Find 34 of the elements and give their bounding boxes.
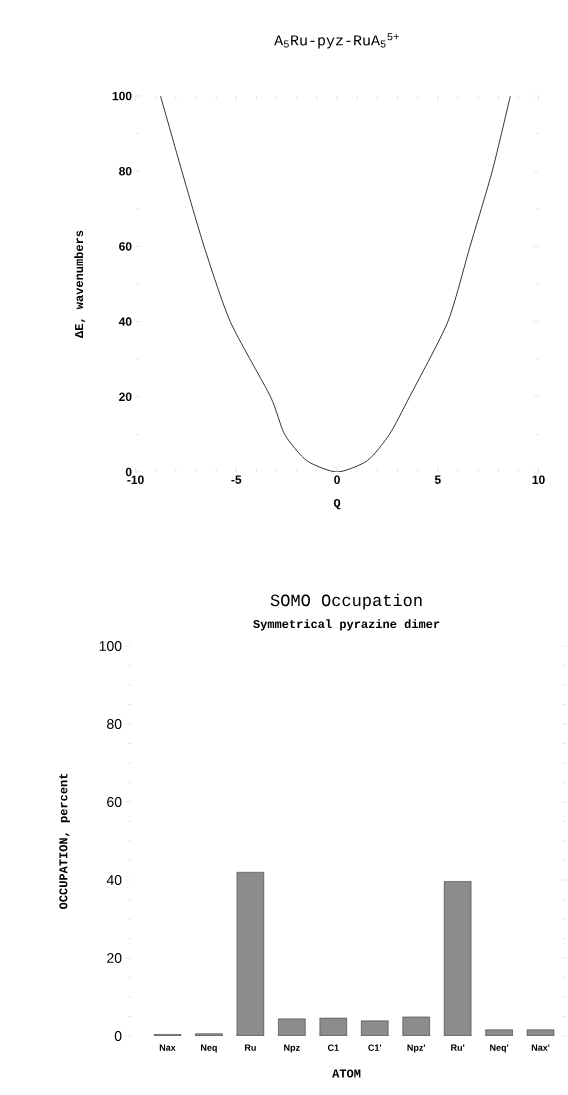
- y-axis-title: ΔE, wavenumbers: [74, 230, 86, 338]
- y-tick-label: 40: [119, 317, 132, 326]
- y-tick-label: 100: [99, 641, 122, 651]
- x-tick-label: -5: [231, 475, 242, 484]
- y-tick-label: 20: [119, 392, 132, 402]
- x-tick-label: 0: [334, 475, 341, 485]
- x-tick-label: 10: [532, 475, 545, 485]
- chart-subtitle: Symmetrical pyrazine dimer: [253, 619, 440, 631]
- y-tick-label: 20: [107, 953, 122, 963]
- x-axis-title: ATOM: [332, 1069, 361, 1078]
- y-tick-label: 0: [126, 467, 132, 477]
- x-tick-label: Ru': [451, 1044, 465, 1051]
- x-tick-label: Npz': [407, 1044, 426, 1053]
- x-tick-label: 5: [435, 475, 442, 484]
- y-tick-label: 80: [119, 166, 132, 176]
- y-tick-label: 60: [119, 242, 132, 251]
- y-tick-label: 80: [107, 719, 122, 729]
- x-tick-label: Ru: [245, 1044, 256, 1051]
- x-tick-label: Npz: [284, 1044, 300, 1053]
- x-tick-label: C1': [368, 1044, 382, 1051]
- x-tick-label: Nax': [532, 1044, 550, 1051]
- x-tick-label: Neq': [490, 1044, 509, 1053]
- y-axis-title: OCCUPATION, percent: [59, 773, 71, 909]
- x-tick-label: Nax: [160, 1044, 176, 1051]
- x-tick-label: -10: [127, 475, 144, 485]
- y-tick-label: 60: [107, 797, 122, 807]
- y-tick-label: 100: [112, 91, 132, 101]
- y-tick-label: 0: [115, 1031, 122, 1041]
- x-tick-label: Neq: [201, 1044, 218, 1053]
- x-axis-title: Q: [334, 498, 341, 510]
- x-tick-label: C1: [328, 1044, 339, 1051]
- chart-title: A$_{5}$Ru-pyz-RuA$_{5}$5+: [274, 33, 400, 49]
- y-tick-label: 40: [106, 875, 122, 885]
- chart-title: SOMO Occupation: [270, 593, 422, 610]
